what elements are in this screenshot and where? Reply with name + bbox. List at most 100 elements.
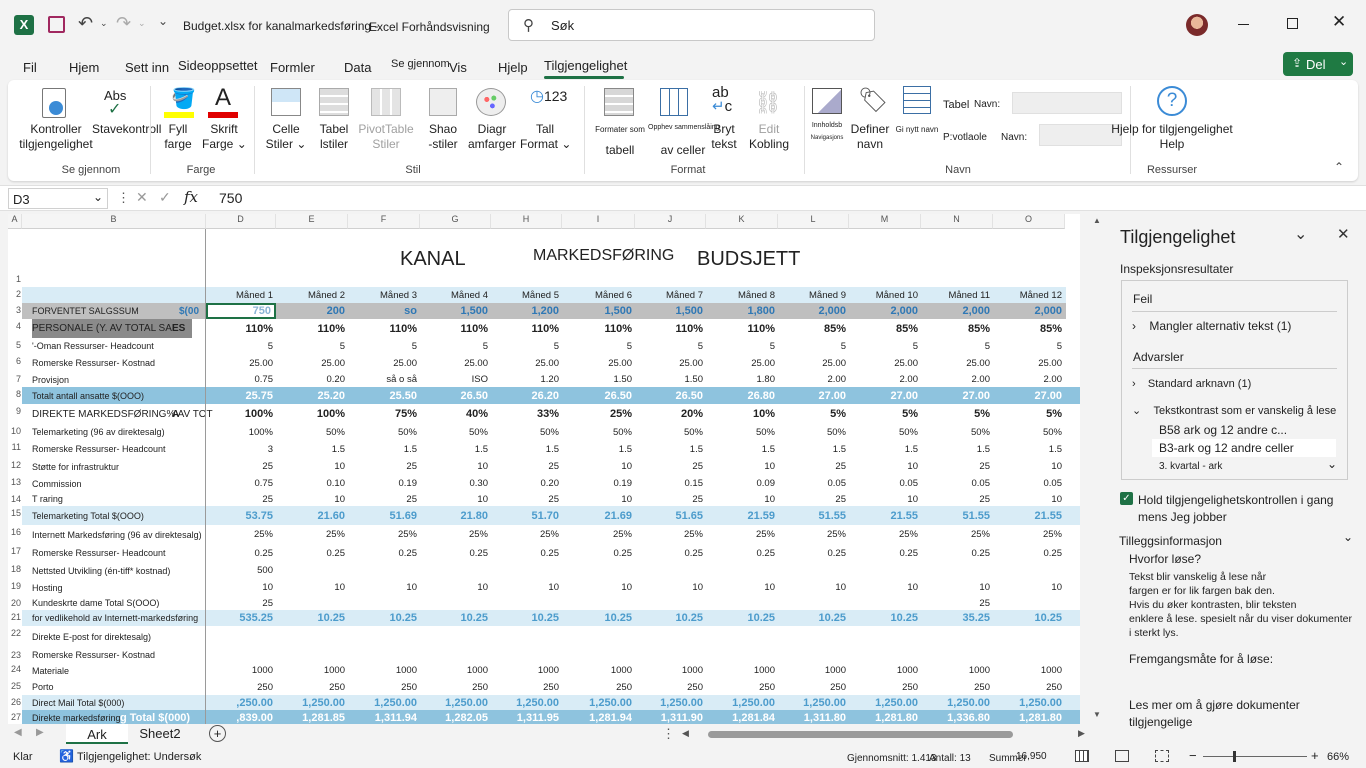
cell[interactable] (420, 648, 491, 662)
cell[interactable] (778, 648, 849, 662)
hscroll-left-icon[interactable]: ◀ (682, 728, 689, 738)
share-dropdown-icon[interactable]: ⌄ (1339, 56, 1349, 68)
name-box[interactable]: D3 ⌄ (8, 188, 108, 209)
cell[interactable] (491, 626, 562, 648)
cell[interactable]: 10 (1051, 493, 1062, 505)
cancel-icon[interactable]: ✕ (136, 189, 148, 205)
cell[interactable]: 100% (244, 408, 273, 420)
next-sheet-icon[interactable]: ▶ (36, 727, 44, 738)
cell[interactable]: 2,000 (818, 305, 846, 317)
cell[interactable]: 0.25 (827, 547, 847, 559)
cell[interactable]: ,839.00 (236, 711, 273, 724)
cell[interactable]: 21.59 (747, 509, 775, 522)
cell[interactable]: 250 (616, 681, 632, 693)
cell[interactable]: ISO (471, 374, 488, 385)
cell[interactable]: 5% (974, 408, 990, 420)
cell[interactable]: 26.20 (531, 389, 559, 402)
cell[interactable]: 0.15 (684, 478, 704, 489)
cell[interactable]: 1.20 (540, 374, 560, 385)
cell[interactable] (206, 626, 276, 648)
column-header-K[interactable]: K (706, 214, 778, 229)
cell[interactable]: 75% (394, 408, 417, 420)
row-header[interactable]: 7 (15, 374, 21, 384)
cell[interactable]: 10 (477, 582, 488, 593)
accessibility-status[interactable]: Tilgjengelighet: Undersøk (77, 751, 202, 763)
cell[interactable] (635, 648, 706, 662)
cell[interactable]: 110% (675, 322, 703, 335)
row-label[interactable]: Telemarketing (96 av direktesalg) (32, 427, 165, 437)
number-format-dropdown-icon[interactable]: ⌄ (561, 137, 572, 151)
row-label[interactable]: Kundeskrte dame Total S(OOO) (32, 598, 160, 608)
row-header[interactable]: 27 (10, 712, 21, 722)
row-label[interactable]: Totalt antall ansatte $(OOO) (32, 390, 145, 401)
cell[interactable]: 21.69 (604, 509, 632, 522)
cell[interactable]: 27.00 (818, 389, 846, 402)
cell[interactable]: 110% (245, 322, 273, 335)
sheet-tab-sheet2[interactable]: Sheet2 (130, 724, 190, 744)
cell[interactable]: 10 (764, 493, 775, 505)
cell[interactable]: 25 (262, 493, 273, 505)
cell[interactable]: 1,250.00 (1019, 696, 1062, 709)
cell[interactable]: 0.20 (326, 374, 346, 385)
cell[interactable]: 10.25 (747, 612, 775, 624)
cell[interactable]: 1.5 (403, 443, 417, 455)
row-label[interactable]: Hosting (32, 582, 63, 593)
cell[interactable]: 250 (472, 681, 488, 693)
cell[interactable]: 1.5 (474, 443, 488, 455)
qat-more-icon[interactable]: ⌄ (158, 14, 169, 28)
cell[interactable]: 1.5 (832, 443, 846, 455)
cell[interactable]: 21.60 (317, 509, 345, 522)
spelling-button[interactable]: Stavekontroll (92, 122, 162, 136)
cell[interactable]: 25.00 (822, 357, 846, 369)
month-header[interactable]: Måned 3 (380, 289, 417, 301)
cell[interactable]: 25 (835, 461, 846, 472)
cell[interactable]: 25 (979, 493, 990, 505)
cell[interactable]: 25% (1042, 529, 1062, 540)
cell[interactable]: 50% (539, 426, 559, 438)
cell[interactable]: 100% (248, 426, 273, 438)
cell[interactable]: 0.25 (971, 547, 991, 559)
cell[interactable]: 1,250.00 (516, 696, 559, 709)
cell[interactable]: 0.25 (469, 547, 489, 559)
cell[interactable] (778, 626, 849, 648)
cell[interactable]: 50% (683, 426, 703, 438)
row-label[interactable]: DIREKTE MARKEDSFØRING% AV TOT (32, 408, 213, 420)
cell[interactable] (921, 562, 993, 579)
cell[interactable] (276, 626, 348, 648)
row-header[interactable]: 13 (10, 477, 21, 487)
zoom-slider-thumb[interactable] (1233, 751, 1236, 762)
cell[interactable]: 25 (692, 461, 703, 472)
fill-color-button[interactable]: Fyll farge (158, 122, 198, 152)
cell[interactable]: 25 (979, 597, 990, 609)
cell[interactable] (276, 562, 348, 579)
cell[interactable]: 26.80 (747, 389, 775, 402)
cell[interactable]: 25 (692, 493, 703, 505)
cell[interactable]: 1.80 (756, 374, 776, 385)
column-header-N[interactable]: N (921, 214, 993, 229)
cell[interactable]: 25.75 (245, 389, 273, 402)
cell[interactable]: 1,250.00 (875, 696, 918, 709)
cell[interactable]: 25% (397, 529, 417, 540)
zoom-level[interactable]: 66% (1327, 751, 1350, 763)
cell[interactable] (562, 562, 635, 579)
edit-link-button[interactable]: Edit Kobling (746, 122, 792, 152)
save-icon[interactable] (48, 16, 65, 33)
redo-icon[interactable]: ↷ (116, 13, 132, 33)
cell[interactable]: 25% (325, 529, 345, 540)
cell[interactable] (348, 626, 420, 648)
cell[interactable]: 1.5 (331, 443, 345, 455)
share-button[interactable]: ⇪ Del ⌄ (1283, 52, 1353, 76)
cell[interactable]: 1,336.80 (947, 711, 990, 724)
tab-hjem[interactable]: Hjem (69, 60, 100, 75)
cell[interactable]: 1.5 (689, 443, 703, 455)
row-header[interactable]: 2 (15, 289, 21, 299)
cell[interactable]: 50% (898, 426, 918, 438)
cell[interactable]: 25% (970, 529, 990, 540)
cell[interactable]: 1,200 (531, 305, 559, 317)
cell[interactable]: 1.5 (1048, 443, 1062, 455)
cell[interactable]: 25% (253, 529, 273, 540)
cell[interactable]: 40% (465, 408, 488, 420)
row-label[interactable]: Romerske Ressurser- Headcount (32, 444, 166, 454)
row-header[interactable]: 17 (10, 546, 21, 556)
cell[interactable]: 10 (764, 461, 775, 472)
